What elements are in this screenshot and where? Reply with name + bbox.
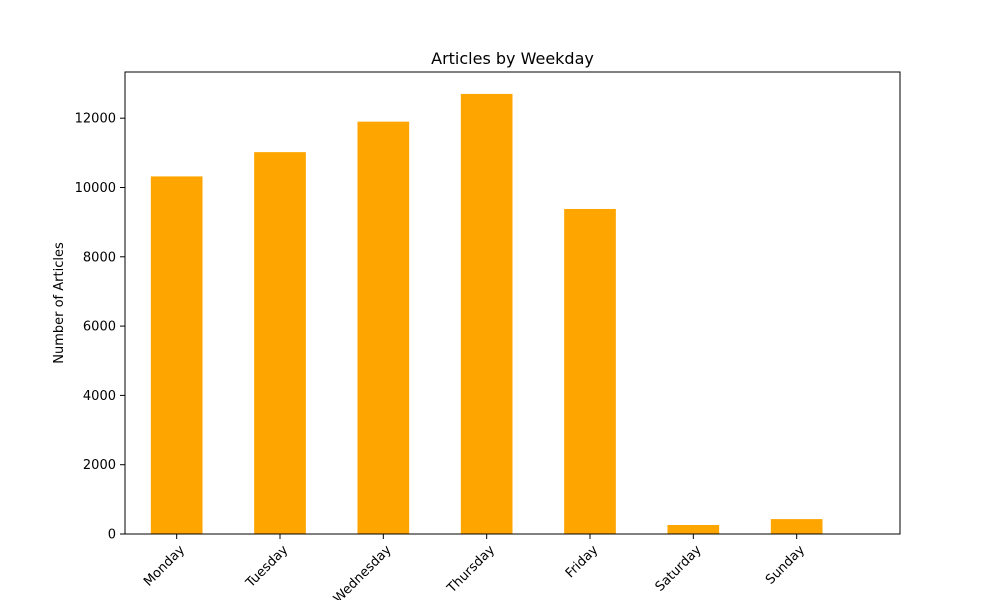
bar-saturday: [667, 524, 720, 534]
y-tick-label: 12000: [75, 112, 116, 127]
y-axis-title: Number of Articles: [52, 242, 67, 364]
y-tick-label: 10000: [75, 181, 116, 196]
y-tick-label: 4000: [83, 389, 116, 404]
bar-friday: [564, 208, 616, 534]
bars-group: [150, 93, 823, 535]
chart-title: Articles by Weekday: [431, 49, 594, 68]
x-tick-label: Friday: [563, 542, 602, 581]
x-tick-label: Tuesday: [243, 542, 292, 591]
bar-wednesday: [357, 121, 410, 535]
y-axis: 0 2000 4000 6000 8000 10000 12000: [75, 112, 125, 543]
plot-frame: [124, 71, 901, 535]
y-tick-label: 2000: [83, 458, 116, 473]
x-tick-label: Wednesday: [331, 542, 395, 600]
x-axis: Monday Tuesday Wednesday Thursday Friday Satu…: [141, 534, 808, 600]
y-tick-label: 0: [108, 528, 116, 543]
x-tick-label: Thursday: [444, 542, 498, 596]
bar-thursday: [460, 93, 513, 535]
y-tick-label: 6000: [83, 320, 116, 335]
x-tick-label: Saturday: [653, 542, 705, 594]
x-tick-label: Monday: [141, 542, 188, 589]
y-tick-label: 8000: [83, 250, 116, 265]
x-tick-label: Sunday: [763, 542, 808, 587]
bar-monday: [150, 176, 203, 534]
bar-tuesday: [254, 152, 306, 534]
bar-sunday: [770, 519, 823, 534]
